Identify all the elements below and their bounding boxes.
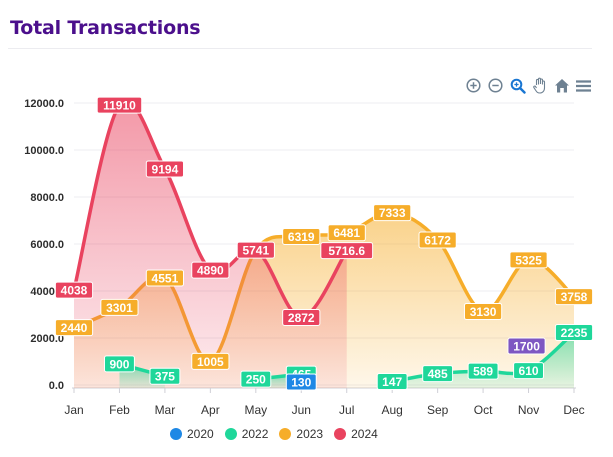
data-label-2023: 1005 xyxy=(191,352,230,370)
menu-icon[interactable] xyxy=(574,76,593,95)
x-tick-label: May xyxy=(244,403,267,417)
data-label-text: 589 xyxy=(473,365,493,379)
data-label-2022: 2235 xyxy=(554,323,594,341)
home-icon[interactable] xyxy=(552,76,571,95)
x-tick-label: Jul xyxy=(339,403,354,417)
legend-label: 2024 xyxy=(351,427,378,441)
x-tick-label: Nov xyxy=(518,403,539,417)
data-label-2022: 900 xyxy=(104,355,135,373)
data-label-2024: 5716.6 xyxy=(320,242,374,260)
legend-item-2024[interactable]: 2024 xyxy=(334,427,378,441)
data-label-text: 6481 xyxy=(333,226,360,240)
data-label-2022: 589 xyxy=(467,362,499,380)
data-labels: 2440 3301 4551 1005 6319 6481 7333 6172 3130 5325… xyxy=(54,96,594,391)
legend-item-2020[interactable]: 2020 xyxy=(170,427,214,441)
x-tick-label: Sep xyxy=(427,403,449,417)
data-label-text: 900 xyxy=(109,357,129,371)
y-tick-label: 12000.0 xyxy=(24,98,64,110)
data-label-2023: 3301 xyxy=(100,298,139,316)
data-label-text: 6319 xyxy=(288,230,315,244)
data-label-2020: 130 xyxy=(285,373,317,391)
data-label-text: 4038 xyxy=(61,284,88,298)
legend-label: 2022 xyxy=(241,427,269,441)
legend-label: 2023 xyxy=(296,427,324,441)
data-label-text: 5716.6 xyxy=(328,244,365,258)
data-label-2024: 4890 xyxy=(191,261,230,279)
data-label-2023: 2440 xyxy=(54,319,94,337)
data-label-text: 2235 xyxy=(561,326,588,340)
chart-legend: 2020 2022 2023 2024 xyxy=(170,427,378,441)
x-tick-label: Mar xyxy=(155,403,176,417)
x-tick-label: Oct xyxy=(474,403,493,417)
series-area-2024 xyxy=(74,100,347,389)
data-label-text: 7333 xyxy=(379,206,406,220)
x-tick-label: Feb xyxy=(109,403,130,417)
zoom-in-icon[interactable] xyxy=(464,76,483,95)
data-label-text: 250 xyxy=(246,373,266,387)
data-label-2022: 250 xyxy=(240,370,272,388)
data-label-text: 5325 xyxy=(515,253,542,267)
data-label-2024: 5741 xyxy=(236,241,275,259)
data-label-text: 2440 xyxy=(61,321,88,335)
data-label-text: 11910 xyxy=(103,99,136,113)
data-label-2022: 485 xyxy=(422,365,454,383)
data-label-2023: 3130 xyxy=(463,302,503,320)
legend-marker xyxy=(279,428,292,440)
data-label-text: 375 xyxy=(155,370,175,384)
y-tick-label: 0.0 xyxy=(49,380,64,392)
legend-marker xyxy=(170,428,182,440)
x-tick-label: Jan xyxy=(64,403,83,417)
data-label-text: 4890 xyxy=(197,264,224,278)
legend-marker xyxy=(224,428,237,440)
data-label-text: 5741 xyxy=(242,244,269,258)
x-tick-label: Jun xyxy=(292,403,311,417)
chart-toolbar xyxy=(464,76,593,95)
data-label-2023: 6481 xyxy=(327,224,366,242)
legend-label: 2020 xyxy=(187,427,214,441)
y-tick-label: 6000.0 xyxy=(30,239,64,251)
data-label-2023: 6172 xyxy=(418,231,457,249)
data-label-2022: 610 xyxy=(513,362,544,380)
legend-marker xyxy=(334,428,347,440)
legend-item-2022[interactable]: 2022 xyxy=(224,427,269,441)
data-label-2024: 11910 xyxy=(96,96,143,114)
data-label-text: 3301 xyxy=(106,301,133,315)
zoom-out-icon[interactable] xyxy=(486,76,505,95)
hand-icon[interactable] xyxy=(530,76,549,95)
data-label-2024: 9194 xyxy=(145,160,185,178)
data-label-2023: 4551 xyxy=(145,269,185,287)
data-label-text: 2872 xyxy=(288,311,315,325)
y-tick-label: 2000.0 xyxy=(30,333,64,345)
chart-card-title: Total Transactions xyxy=(10,17,201,39)
magnifier-icon[interactable] xyxy=(508,76,527,95)
x-tick-label: Dec xyxy=(563,403,584,417)
legend-item-2023[interactable]: 2023 xyxy=(279,427,323,441)
y-tick-label: 8000.0 xyxy=(30,192,64,204)
annotation-label: 1700 xyxy=(507,337,546,355)
x-tick-label: Apr xyxy=(201,403,220,417)
data-label-text: 3758 xyxy=(561,290,588,304)
data-label-2023: 3758 xyxy=(554,288,594,306)
data-label-text: 1005 xyxy=(197,355,224,369)
data-label-2022: 375 xyxy=(149,367,181,385)
data-label-2024: 2872 xyxy=(282,309,321,327)
data-label-text: 4551 xyxy=(152,272,179,286)
title-divider xyxy=(8,48,592,49)
data-label-text: 610 xyxy=(519,364,539,378)
data-label-text: 3130 xyxy=(470,305,497,319)
data-label-text: 485 xyxy=(428,367,448,381)
y-tick-label: 10000.0 xyxy=(24,145,64,157)
transactions-area-chart: 0.02000.04000.06000.08000.010000.012000.… xyxy=(24,96,594,417)
data-label-text: 6172 xyxy=(424,233,451,247)
data-label-2023: 7333 xyxy=(373,204,412,222)
data-label-text: 9194 xyxy=(152,162,179,176)
data-label-2024: 4038 xyxy=(54,281,94,299)
data-label-2022: 147 xyxy=(376,373,408,391)
data-label-text: 147 xyxy=(382,375,402,389)
data-label-2023: 5325 xyxy=(509,251,548,269)
x-tick-label: Aug xyxy=(382,403,403,417)
data-label-text: 1700 xyxy=(513,340,540,354)
data-label-2023: 6319 xyxy=(282,228,321,246)
data-label-text: 130 xyxy=(291,375,311,389)
